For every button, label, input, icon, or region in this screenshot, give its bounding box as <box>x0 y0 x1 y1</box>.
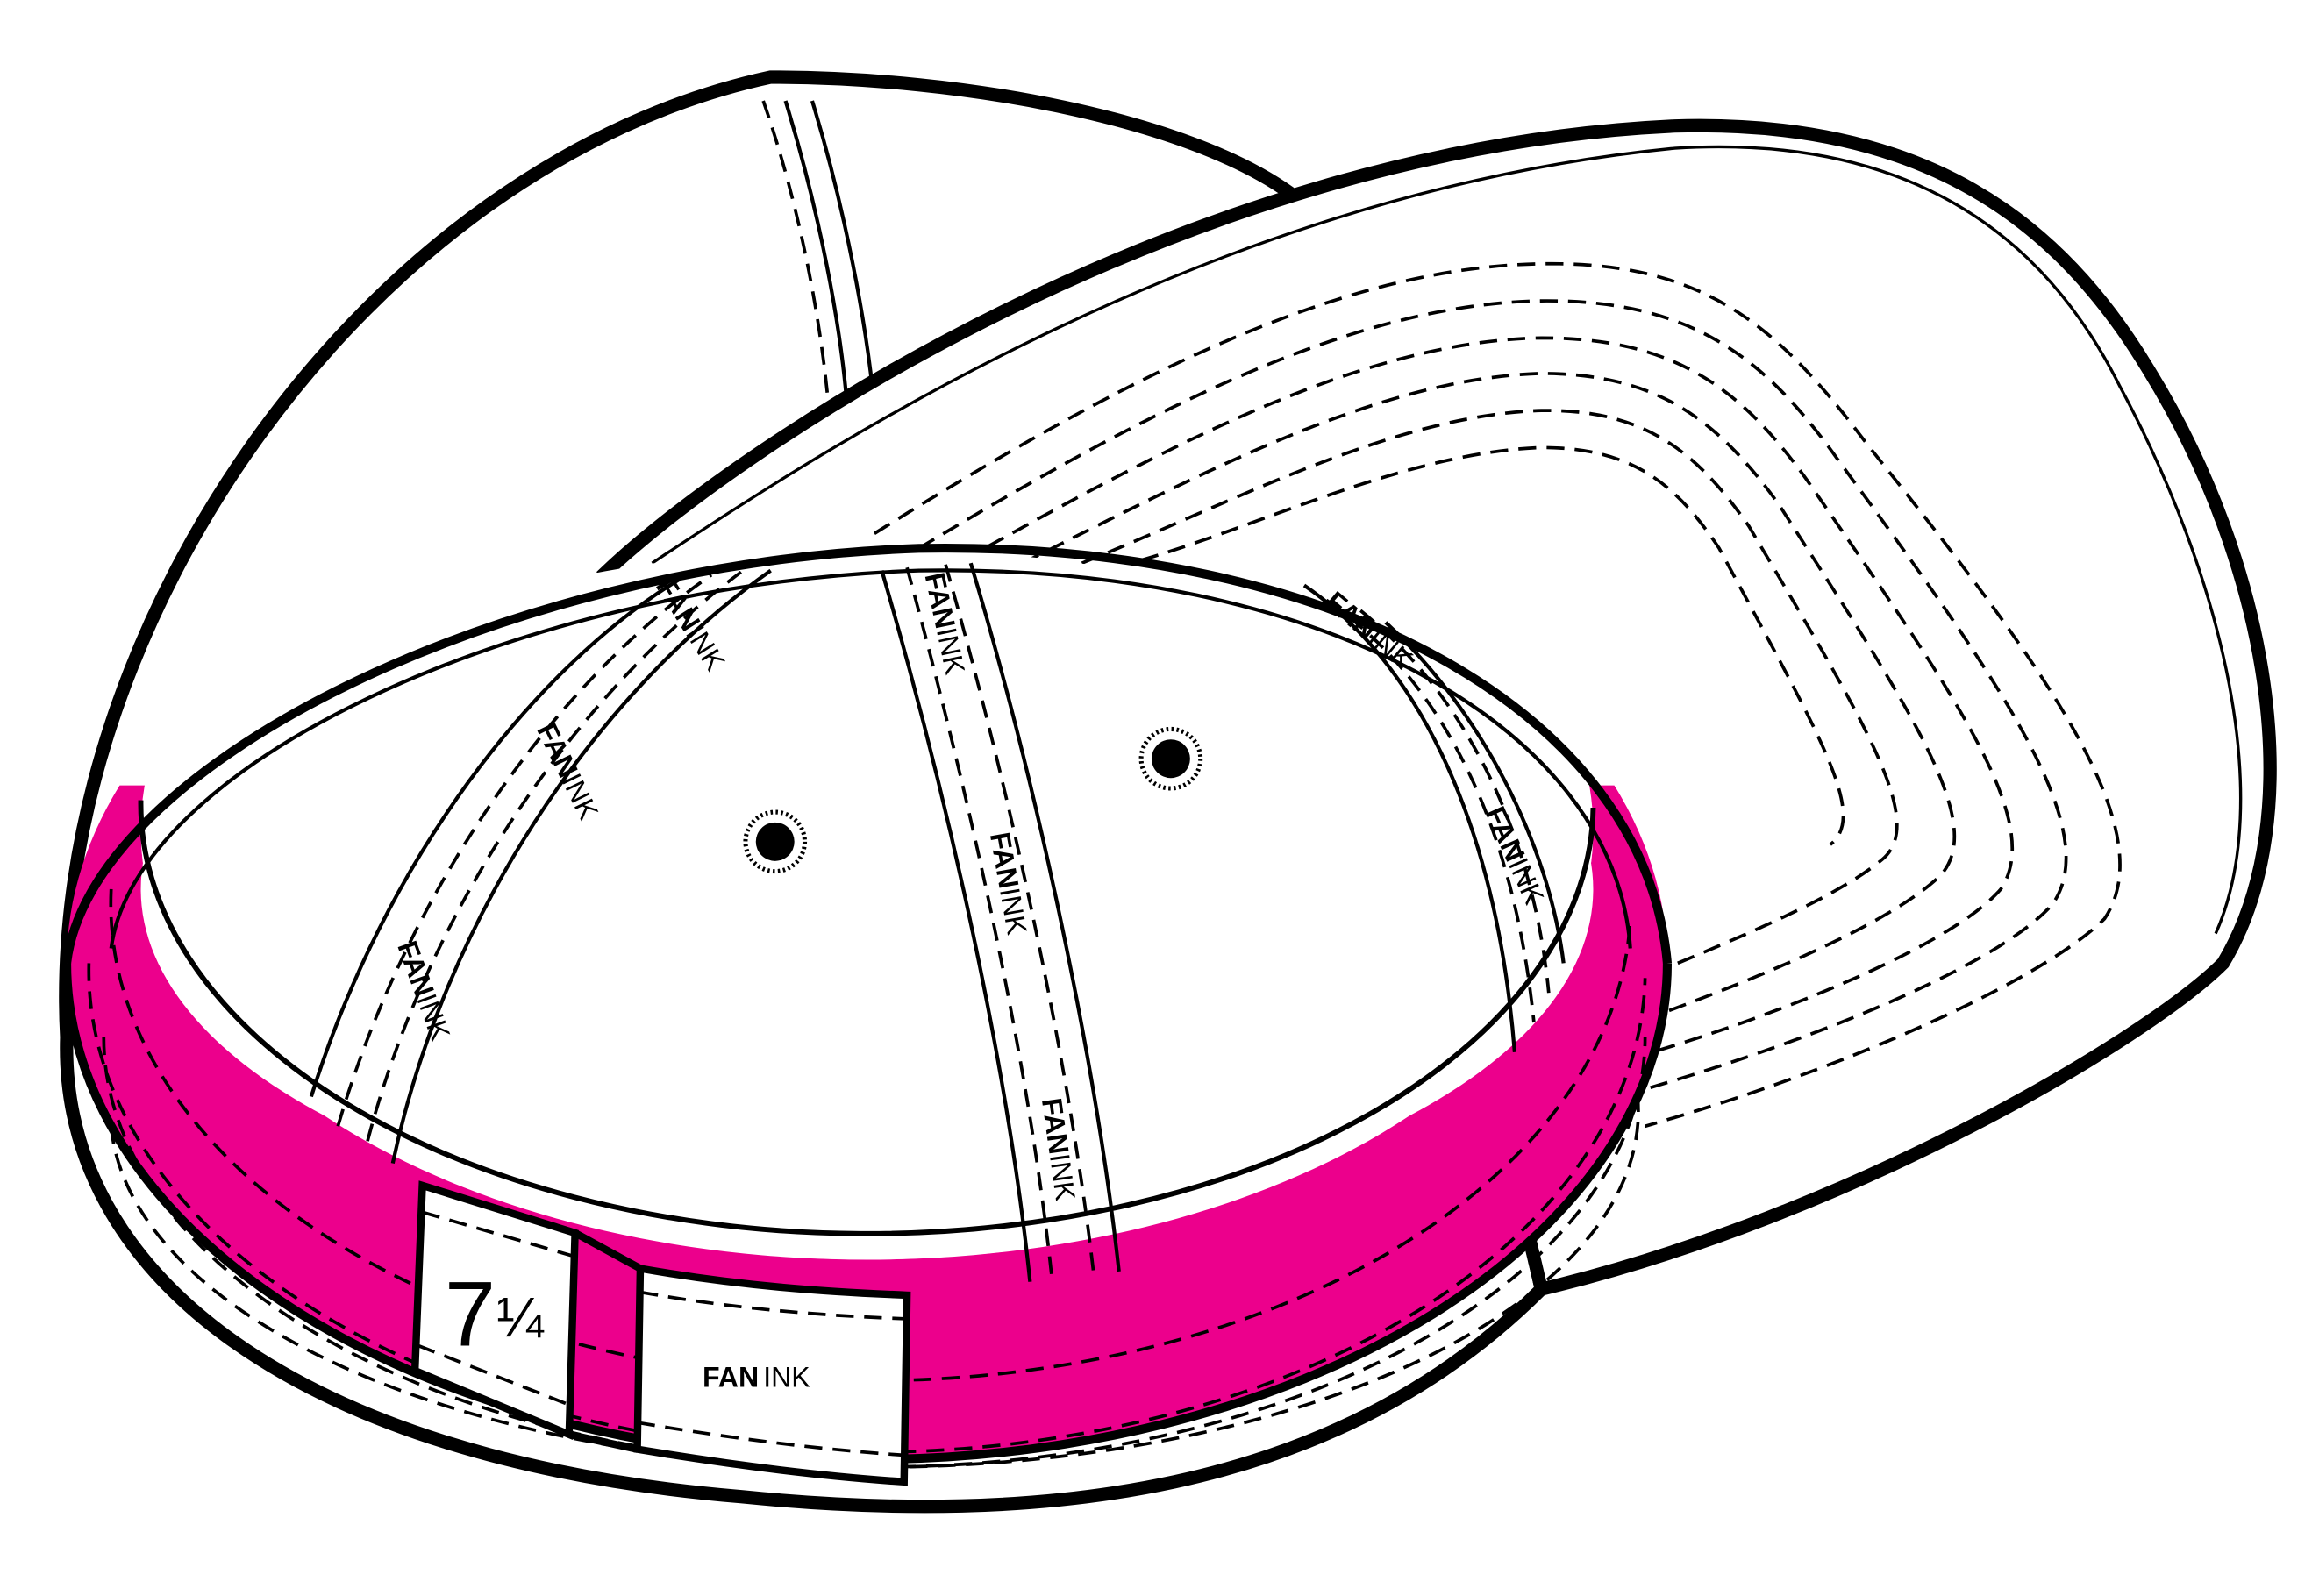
band-top-edge-inner <box>109 568 1632 949</box>
seam-tape-center <box>880 562 1121 1282</box>
brand-label-text: FAN INK <box>703 1362 810 1393</box>
visor-edge <box>651 145 2243 935</box>
size-label-whole: 7 <box>445 1263 496 1365</box>
seam-tape-left <box>309 568 772 1164</box>
band-top-edge <box>62 543 1673 964</box>
seam-tape-right <box>1302 583 1566 1052</box>
visor-stitching <box>873 261 2122 1129</box>
size-label-patch <box>410 1180 579 1440</box>
tape-brand-label: FANINK <box>1036 1096 1081 1203</box>
size-label-fraction: ¼ <box>496 1286 545 1349</box>
tape-brand-label: FANINK <box>984 830 1033 937</box>
crown-seam <box>783 100 877 416</box>
crown-interior-lower <box>140 830 1594 1260</box>
eyelet <box>743 809 808 874</box>
band-divider <box>567 1229 642 1453</box>
band-inner-edge <box>138 800 1596 1236</box>
brand-label-patch <box>633 1264 911 1486</box>
eyelet <box>1138 726 1203 791</box>
crown-seam <box>761 100 832 423</box>
